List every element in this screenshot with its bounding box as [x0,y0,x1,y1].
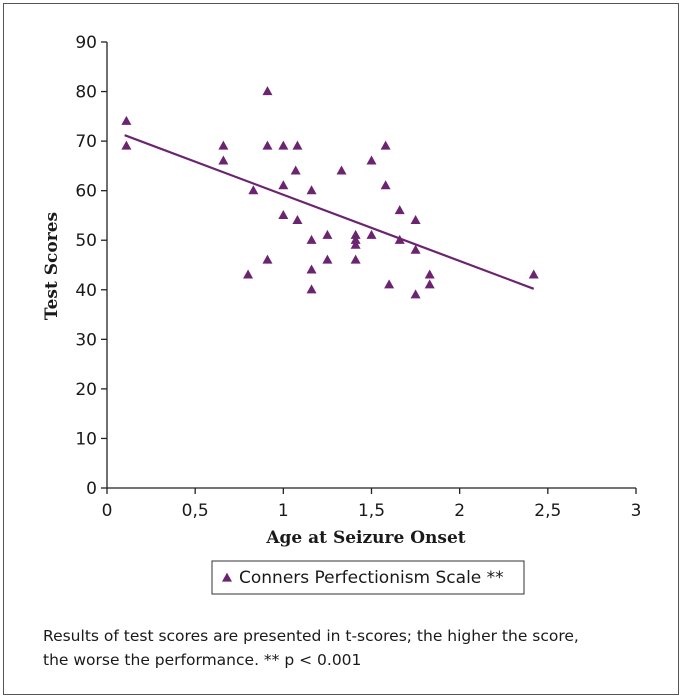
data-point-triangle [218,140,229,150]
legend: Conners Perfectionism Scale ** [211,560,525,595]
y-tick-label: 50 [75,231,97,251]
data-point-triangle [306,234,317,244]
data-point-triangle [322,254,333,264]
data-point-triangle [262,140,273,150]
scatter-chart: 0 10 20 30 40 50 60 70 80 90 0 0,5 1 1,5 2 2,5 3 Age at … [42,33,641,595]
y-tick-label: 30 [75,330,97,350]
data-point-triangle [290,165,301,175]
data-point-triangle [394,234,405,244]
data-point-triangle [218,155,229,165]
data-point-triangle [278,140,289,150]
data-point-triangle [424,269,435,279]
data-point-triangle [366,229,377,239]
y-tick-label: 60 [75,182,97,202]
trendline [124,134,535,290]
data-point-triangle [380,180,391,190]
data-point-triangle [306,284,317,294]
x-tick-label: 2 [454,501,465,521]
caption-line-1: Results of test scores are presented in … [43,627,579,645]
x-axis-title: Age at Seizure Onset [265,528,465,548]
figure-caption: Results of test scores are presented in … [43,624,653,672]
x-tick-label: 0 [102,501,113,521]
x-tick-label: 0,5 [182,501,209,521]
x-tick-label: 1,5 [358,501,385,521]
figure-frame [3,3,679,695]
data-point-triangle [292,140,303,150]
data-point-triangle [410,244,421,254]
y-tick-label: 10 [75,429,97,449]
trendline-group [124,134,535,290]
y-tick-label: 70 [75,132,97,152]
x-tick-label: 1 [278,501,289,521]
data-point-triangle [410,289,421,299]
data-point-triangle [366,155,377,165]
data-point-triangle [350,229,361,239]
data-point-triangle [424,279,435,289]
axes [101,41,637,494]
data-point-triangle [410,215,421,224]
y-axis-title: Test Scores [42,212,62,320]
data-point-triangle [350,239,361,249]
legend-marker-triangle [222,572,232,582]
data-point-triangle [292,215,303,224]
data-point-triangle [350,254,361,264]
data-point-triangle [380,140,391,150]
data-point-triangle [121,115,132,125]
data-points [121,86,539,299]
data-point-triangle [121,140,132,150]
data-point-triangle [243,269,254,279]
data-point-triangle [278,180,289,190]
data-point-triangle [336,165,347,175]
data-point-triangle [350,234,361,244]
data-point-triangle [262,254,273,264]
y-tick-label: 20 [75,380,97,400]
tick-labels: 0 10 20 30 40 50 60 70 80 90 0 0,5 1 1,5 2 2,5 3 [75,33,641,521]
data-point-triangle [528,269,539,279]
data-point-triangle [278,210,289,220]
data-point-triangle [322,229,333,239]
data-point-triangle [306,185,317,195]
data-point-triangle [248,185,259,195]
x-tick-label: 3 [631,501,642,521]
y-tick-label: 90 [75,33,97,53]
data-point-triangle [306,264,317,274]
y-tick-label: 40 [75,281,97,301]
x-tick-label: 2,5 [534,501,561,521]
data-point-triangle [394,205,405,215]
y-tick-label: 0 [86,479,97,499]
caption-line-2: the worse the performance. ** p < 0.001 [43,651,362,669]
data-point-triangle [262,86,273,96]
data-point-triangle [384,279,395,289]
y-tick-label: 80 [75,83,97,103]
legend-label: Conners Perfectionism Scale ** [239,568,504,588]
legend-box [211,560,525,595]
